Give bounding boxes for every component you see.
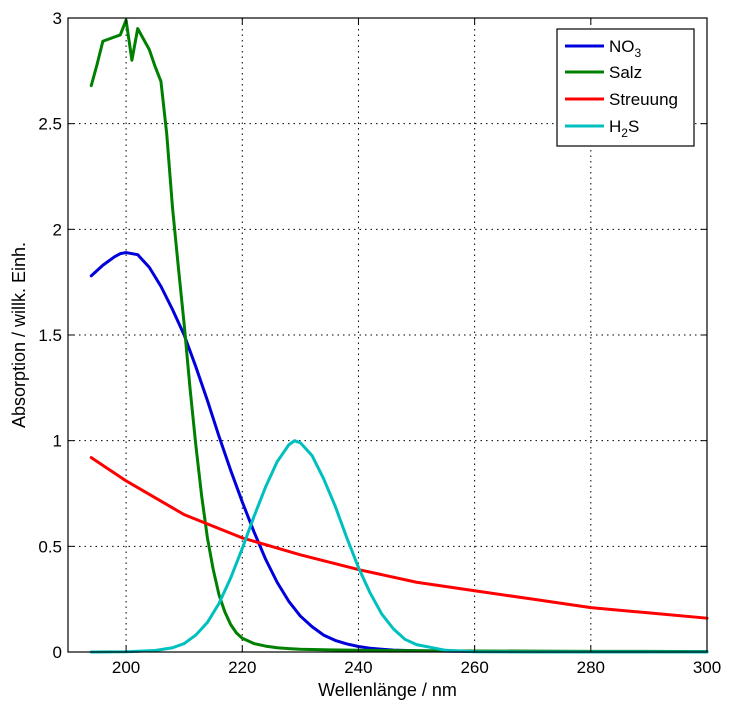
y-tick-label-5: 2.5: [38, 115, 62, 134]
x-tick-label-3: 260: [460, 658, 488, 677]
legend-label-3: H2S: [609, 117, 639, 140]
y-axis-ticks: 0 0.5 1 1.5 2 2.5 3: [38, 9, 707, 662]
x-tick-label-5: 300: [693, 658, 721, 677]
series-line-1: [89, 18, 709, 654]
x-tick-label-1: 220: [228, 658, 256, 677]
series-lines: [89, 18, 709, 654]
legend-label-0: NO3: [609, 37, 642, 60]
y-tick-label-2: 1: [53, 432, 62, 451]
y-tick-label-6: 3: [53, 9, 62, 28]
y-tick-label-3: 1.5: [38, 326, 62, 345]
x-tick-label-4: 280: [577, 658, 605, 677]
series-line-3: [89, 439, 709, 654]
x-tick-label-0: 200: [112, 658, 140, 677]
y-axis-label: Absorption / willk. Einh.: [9, 242, 29, 428]
x-tick-label-2: 240: [344, 658, 372, 677]
legend-label-2: Streuung: [609, 90, 678, 109]
y-tick-label-4: 2: [53, 220, 62, 239]
legend-items: NO3 Salz Streuung H2S: [565, 37, 678, 140]
x-axis-ticks: 200 220 240 260 280 300: [112, 18, 721, 677]
legend: NO3 Salz Streuung H2S: [556, 28, 695, 147]
x-axis-label: Wellenlänge / nm: [318, 680, 457, 700]
y-tick-label-0: 0: [53, 643, 62, 662]
legend-label-1: Salz: [609, 63, 642, 82]
y-tick-label-1: 0.5: [38, 537, 62, 556]
series-line-2: [89, 456, 709, 620]
